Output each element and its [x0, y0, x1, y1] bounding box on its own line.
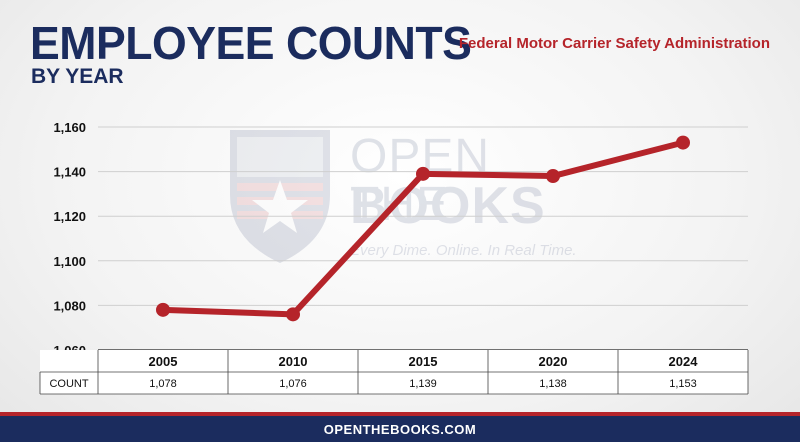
chart-subtitle: BY YEAR: [31, 65, 124, 88]
data-point: [156, 302, 170, 317]
x-tick-label: 2005: [149, 354, 178, 369]
y-tick-label: 1,080: [53, 298, 86, 313]
table-row-label: COUNT: [49, 378, 88, 390]
y-tick-label: 1,120: [53, 209, 86, 224]
data-point: [546, 169, 560, 184]
series-line-group: [156, 135, 690, 322]
x-tick-label: 2010: [279, 354, 308, 369]
chart-title: EMPLOYEE COUNTS: [30, 17, 472, 69]
footer-website-link[interactable]: OPENTHEBOOKS.COM: [323, 421, 477, 437]
table-cell-value: 1,153: [669, 378, 697, 390]
data-point: [416, 166, 430, 181]
x-tick-label: 2020: [539, 354, 568, 369]
data-point: [286, 307, 300, 322]
y-tick-label: 1,100: [53, 254, 86, 269]
table-cell-value: 1,139: [409, 378, 437, 390]
y-tick-label: 1,160: [53, 120, 86, 135]
y-tick-label: 1,140: [53, 165, 86, 180]
agency-name: Federal Motor Carrier Safety Administrat…: [458, 35, 770, 52]
footer-bar: OPENTHEBOOKS.COM: [0, 412, 800, 442]
gridlines: [98, 126, 748, 351]
data-table: COUNT 2005 1,078 2010 1,076 2015 1,139 2020 1,13…: [39, 350, 749, 395]
table-cell-value: 1,076: [279, 378, 307, 390]
table-cell-value: 1,078: [149, 378, 177, 390]
data-point: [676, 135, 690, 150]
table-cell-value: 1,138: [539, 378, 567, 390]
x-tick-label: 2015: [409, 354, 438, 369]
x-tick-label: 2024: [669, 354, 699, 369]
